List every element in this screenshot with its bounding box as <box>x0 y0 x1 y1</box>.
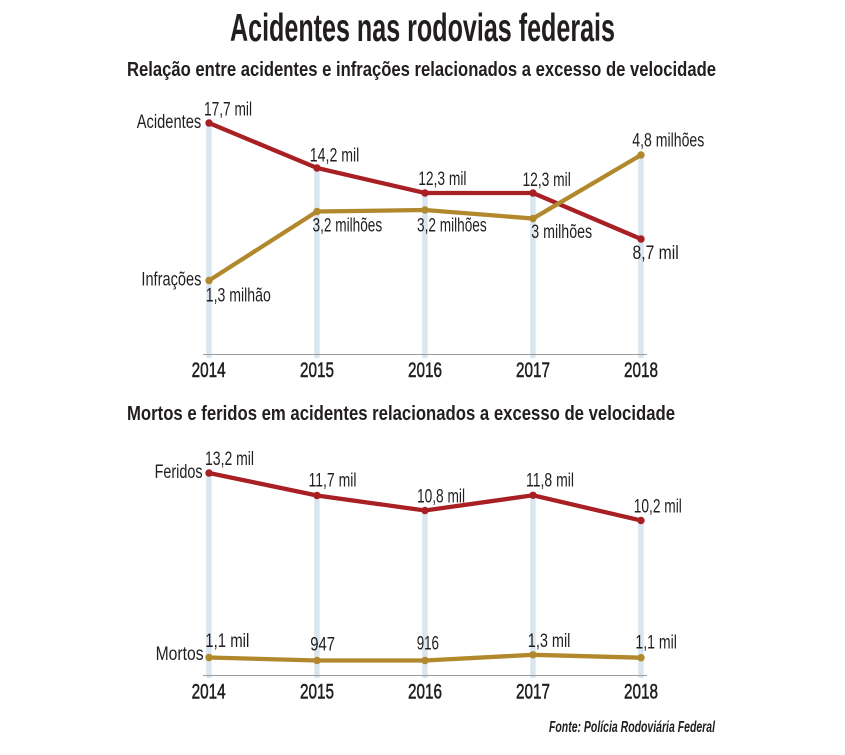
svg-text:3,2 milhões: 3,2 milhões <box>417 215 487 237</box>
svg-text:2016: 2016 <box>408 358 442 382</box>
svg-text:Mortos e feridos em acidentes: Mortos e feridos em acidentes relacionad… <box>127 403 675 425</box>
svg-text:3 milhões: 3 milhões <box>531 221 592 243</box>
svg-text:2015: 2015 <box>300 358 334 382</box>
svg-text:916: 916 <box>417 633 439 655</box>
svg-text:Feridos: Feridos <box>155 461 203 483</box>
svg-text:1,1 mil: 1,1 mil <box>205 630 249 652</box>
svg-text:Acidentes nas rodovias federai: Acidentes nas rodovias federais <box>230 7 615 50</box>
svg-text:12,3 mil: 12,3 mil <box>523 169 571 191</box>
svg-text:2018: 2018 <box>624 358 658 382</box>
svg-text:11,8 mil: 11,8 mil <box>526 469 574 491</box>
svg-text:12,3 mil: 12,3 mil <box>418 168 466 190</box>
svg-text:10,8 mil: 10,8 mil <box>417 486 465 508</box>
svg-text:2014: 2014 <box>192 680 226 704</box>
svg-text:4,8 milhões: 4,8 milhões <box>632 130 704 152</box>
svg-text:10,2 mil: 10,2 mil <box>634 495 682 517</box>
svg-text:14,2 mil: 14,2 mil <box>310 144 360 166</box>
svg-text:947: 947 <box>310 634 335 656</box>
svg-text:2017: 2017 <box>516 358 550 382</box>
svg-text:8,7 mil: 8,7 mil <box>633 242 679 264</box>
svg-text:17,7 mil: 17,7 mil <box>204 99 252 121</box>
svg-text:2018: 2018 <box>624 680 658 704</box>
svg-text:Infrações: Infrações <box>141 269 201 291</box>
svg-text:Mortos: Mortos <box>156 643 204 665</box>
svg-text:Acidentes: Acidentes <box>137 111 202 133</box>
svg-text:1,3 mil: 1,3 mil <box>528 630 571 652</box>
svg-text:11,7 mil: 11,7 mil <box>309 469 357 491</box>
svg-text:2014: 2014 <box>192 358 226 382</box>
svg-text:2017: 2017 <box>516 680 550 704</box>
svg-text:Relação entre acidentes e infr: Relação entre acidentes e infrações rela… <box>127 59 716 81</box>
svg-text:3,2 milhões: 3,2 milhões <box>313 215 383 237</box>
svg-text:13,2 mil: 13,2 mil <box>205 448 254 470</box>
svg-text:Fonte: Polícia Rodoviária Fede: Fonte: Polícia Rodoviária Federal <box>549 719 715 736</box>
svg-text:1,3 milhão: 1,3 milhão <box>206 284 271 306</box>
svg-text:2015: 2015 <box>300 680 334 704</box>
svg-text:1,1 mil: 1,1 mil <box>635 632 677 654</box>
svg-text:2016: 2016 <box>408 680 442 704</box>
